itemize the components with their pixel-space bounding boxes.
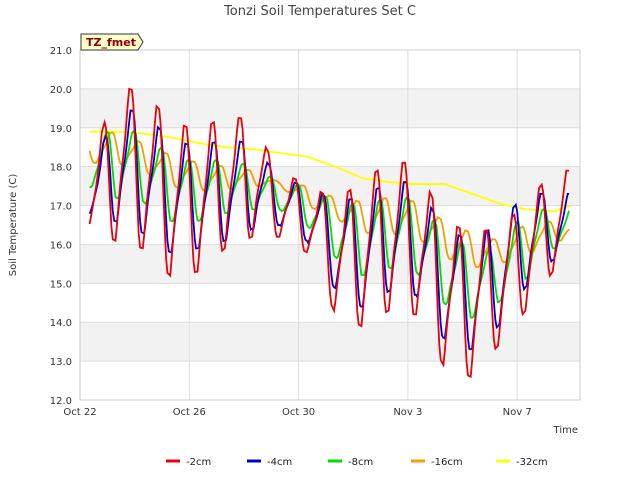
x-axis-label: Time [553, 425, 578, 436]
badge-label: TZ_fmet [86, 36, 136, 49]
x-tick-label: Nov 3 [393, 407, 422, 418]
legend-label: -2cm [186, 457, 211, 468]
y-tick-label: 16.0 [50, 240, 72, 251]
badge-shape [80, 33, 144, 51]
y-tick-label: 12.0 [50, 396, 72, 407]
legend-label: -16cm [431, 457, 463, 468]
x-axis-ticks: Oct 22 Oct 26 Oct 30 Nov 3 Nov 7 [63, 407, 531, 418]
legend-label: -8cm [348, 457, 373, 468]
legend-item: -8cm [328, 457, 373, 468]
legend-item: -32cm [496, 457, 548, 468]
y-axis-ticks: 12.0 13.0 14.0 15.0 16.0 17.0 18.0 19.0 20.0 21.0 [50, 46, 72, 407]
background-bands [80, 88, 580, 362]
y-tick-label: 17.0 [50, 202, 72, 213]
legend-item: -16cm [411, 457, 463, 468]
legend-item: -4cm [247, 457, 292, 468]
band-0 [80, 88, 580, 128]
x-tick-label: Nov 7 [503, 407, 532, 418]
y-tick-label: 14.0 [50, 318, 72, 329]
series-line-neg4cm [88, 109, 570, 351]
y-tick-label: 15.0 [50, 279, 72, 290]
series-line-neg32cm [89, 130, 571, 213]
y-axis-label: Soil Temperature (C) [8, 174, 19, 277]
band-3 [80, 322, 580, 362]
legend-label: -4cm [267, 457, 292, 468]
series-lines [88, 87, 571, 379]
chart-title: Tonzi Soil Temperatures Set C [223, 4, 416, 19]
legend: -2cm -4cm -8cm -16cm -32cm [166, 457, 548, 468]
y-tick-label: 19.0 [50, 124, 72, 135]
y-tick-label: 18.0 [50, 163, 72, 174]
x-tick-label: Oct 22 [63, 407, 96, 418]
plot-frame [79, 49, 581, 401]
x-tick-label: Oct 26 [173, 407, 206, 418]
band-1 [80, 166, 580, 206]
y-tick-label: 13.0 [50, 357, 72, 368]
dataset-badge: TZ_fmet [80, 33, 144, 51]
x-tick-label: Oct 30 [282, 407, 315, 418]
y-tick-label: 21.0 [50, 46, 72, 57]
legend-item: -2cm [166, 457, 211, 468]
y-tick-label: 20.0 [50, 85, 72, 96]
legend-label: -32cm [516, 457, 548, 468]
series-line-neg2cm [88, 87, 570, 379]
